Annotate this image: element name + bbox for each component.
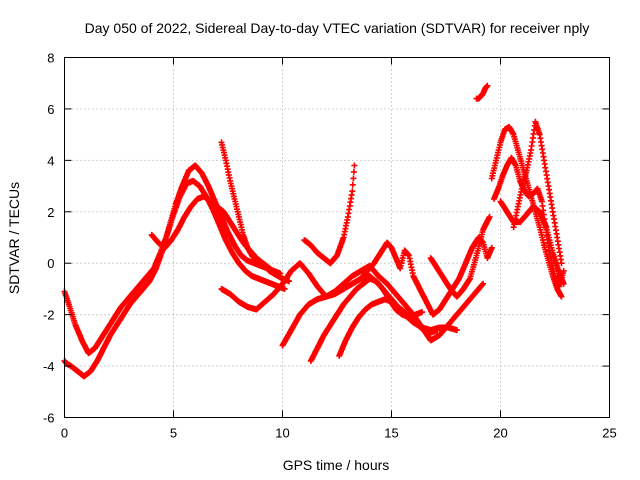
plus-markers bbox=[336, 296, 441, 359]
x-axis-label: GPS time / hours bbox=[283, 457, 390, 473]
y-tick-label: 4 bbox=[47, 153, 54, 168]
series-track-j bbox=[358, 234, 495, 318]
y-tick-label: 6 bbox=[47, 102, 54, 117]
series-track-h bbox=[336, 296, 441, 359]
grid bbox=[64, 57, 610, 418]
y-tick-label: 0 bbox=[47, 256, 54, 271]
plot-frame bbox=[64, 57, 610, 418]
series-track-p bbox=[510, 118, 565, 267]
series-track-i bbox=[301, 162, 358, 267]
plus-markers bbox=[510, 118, 565, 267]
y-tick-label: -4 bbox=[43, 359, 55, 374]
x-tick-label: 15 bbox=[384, 426, 398, 441]
data-points bbox=[61, 82, 567, 380]
axis-ticks: 0 5 10 15 20 25 -6 -4 -2 0 2 4 6 8 bbox=[43, 51, 617, 441]
plus-markers bbox=[427, 213, 493, 300]
chart-title: Day 050 of 2022, Sidereal Day-to-day VTE… bbox=[85, 20, 590, 36]
y-tick-label: 8 bbox=[47, 51, 54, 66]
y-tick-label: -6 bbox=[43, 411, 55, 426]
plus-markers bbox=[218, 139, 286, 282]
y-axis-label: SDTVAR / TECUs bbox=[6, 182, 22, 294]
plus-markers bbox=[473, 82, 491, 102]
x-tick-label: 5 bbox=[170, 426, 177, 441]
y-tick-label: -2 bbox=[43, 308, 55, 323]
y-tick-label: 2 bbox=[47, 205, 54, 220]
x-tick-label: 10 bbox=[275, 426, 289, 441]
series-track-l bbox=[473, 82, 491, 102]
series-track-k bbox=[427, 213, 493, 300]
plus-markers bbox=[301, 162, 358, 267]
plus-markers bbox=[358, 234, 495, 318]
series-track-d bbox=[218, 139, 286, 282]
x-tick-label: 25 bbox=[602, 426, 616, 441]
x-tick-label: 0 bbox=[61, 426, 68, 441]
x-tick-label: 20 bbox=[493, 426, 507, 441]
